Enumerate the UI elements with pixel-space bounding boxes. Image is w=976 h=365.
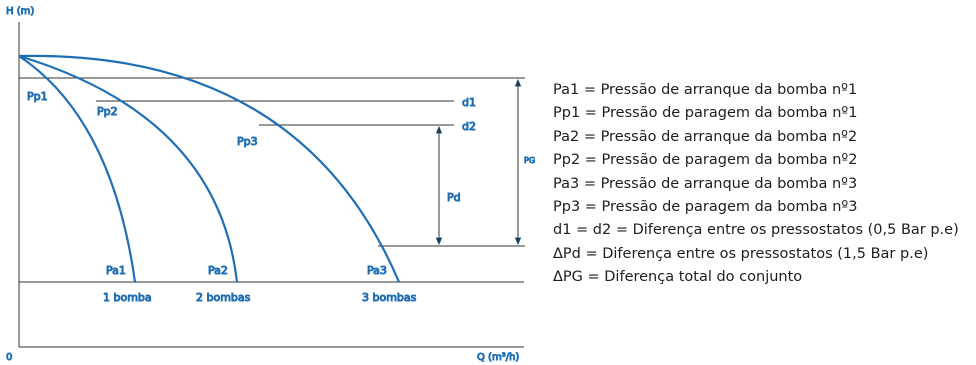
pg-label: PG: [524, 156, 535, 165]
legend-item: Pa3 = Pressão de arranque da bomba nº3: [553, 175, 858, 192]
y-axis-label: H (m): [6, 6, 34, 17]
origin-label: 0: [6, 352, 12, 363]
d1-label: d1: [462, 96, 476, 109]
legend-item: ΔPG = Diferença total do conjunto: [553, 269, 803, 286]
legend-item: Pp3 = Pressão de paragem da bomba nº3: [553, 199, 858, 216]
legend-item: Pp1 = Pressão de paragem da bomba nº1: [553, 105, 858, 122]
legend-item: d1 = d2 = Diferença entre os pressostato…: [553, 222, 959, 239]
pa1-label: Pa1: [106, 264, 126, 277]
pa2-label: Pa2: [208, 264, 228, 277]
pd-label: Pd: [447, 191, 461, 204]
legend: Pa1 = Pressão de arranque da bomba nº1 P…: [553, 79, 959, 290]
d2-label: d2: [462, 120, 476, 133]
pp1-label: Pp1: [27, 90, 48, 103]
pump-label-1: 1 bomba: [103, 291, 152, 304]
pump-curve-3: [18, 54, 401, 283]
legend-item: Pa2 = Pressão de arranque da bomba nº2: [553, 128, 858, 145]
x-axis-label: Q (m³/h): [477, 352, 519, 363]
pp3-label: Pp3: [237, 135, 258, 148]
pump-label-3: 3 bombas: [362, 291, 417, 304]
pa3-label: Pa3: [367, 264, 387, 277]
legend-item: Pa1 = Pressão de arranque da bomba nº1: [553, 82, 858, 98]
pump-curve-1: [18, 55, 137, 283]
legend-item: Pp2 = Pressão de paragem da bomba nº2: [553, 152, 858, 169]
legend-item: ΔPd = Diferença entre os pressostatos (1…: [553, 245, 929, 262]
pump-curve-2: [18, 54, 239, 283]
pp2-label: Pp2: [97, 105, 118, 118]
pump-label-2: 2 bombas: [196, 291, 251, 304]
